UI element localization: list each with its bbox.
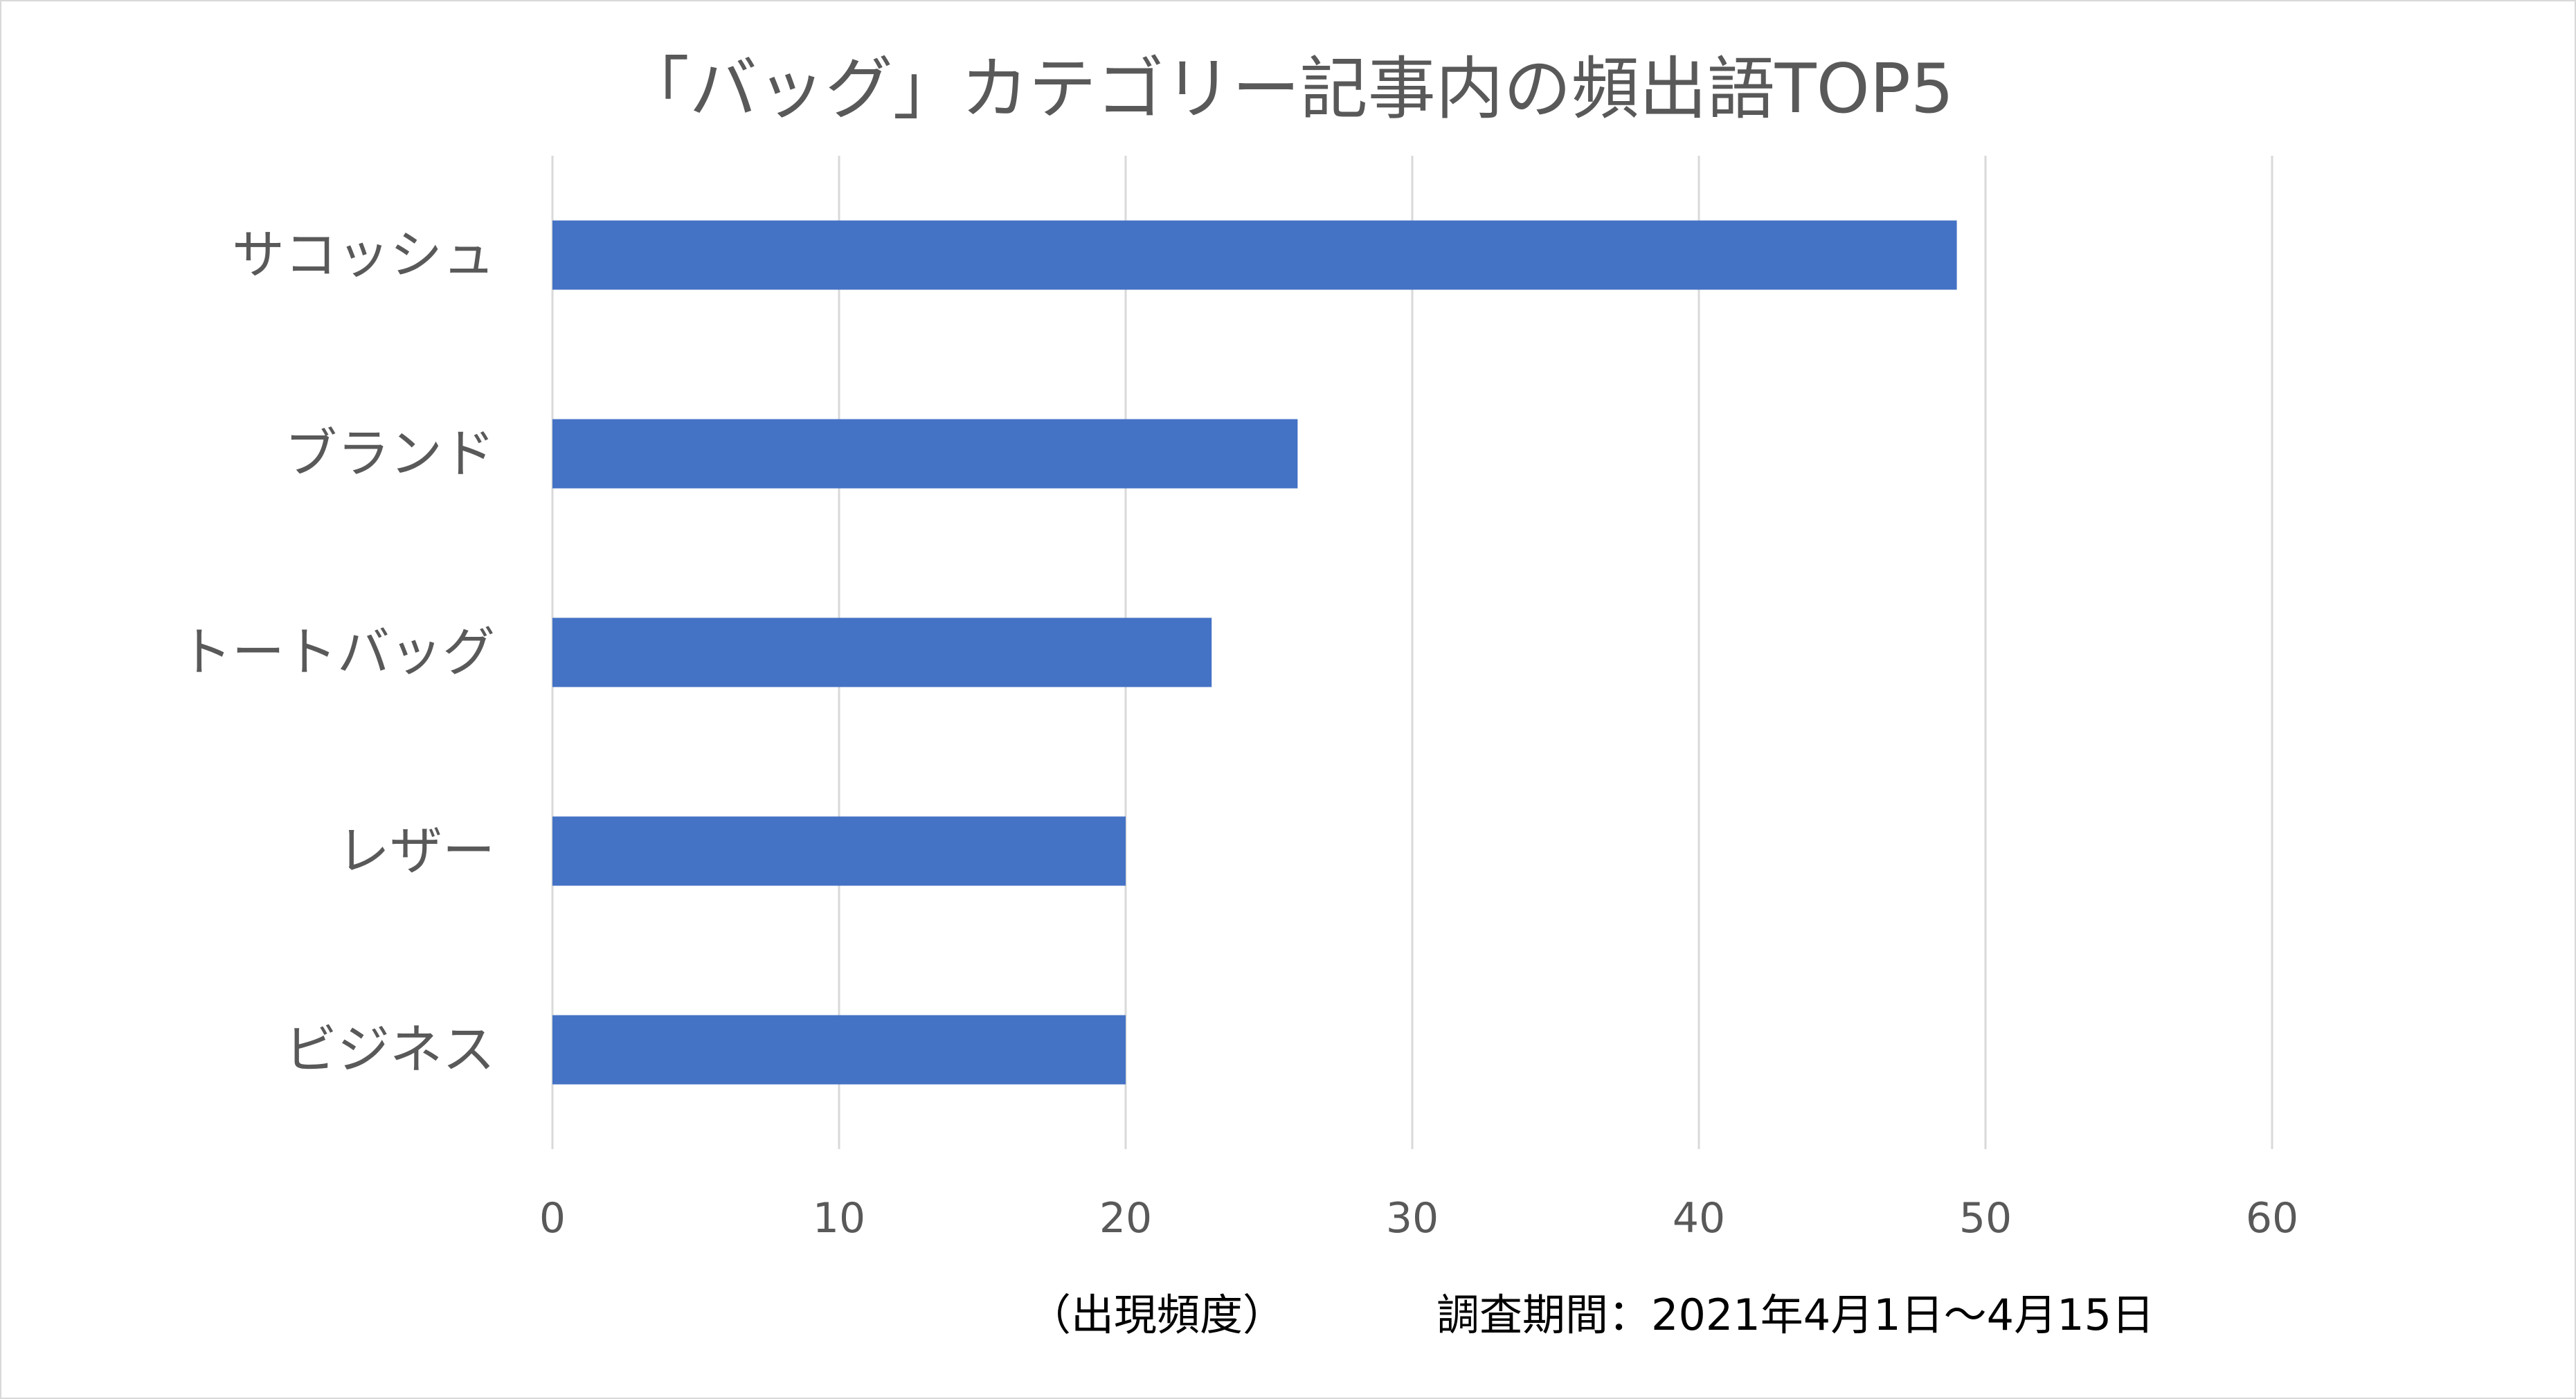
bar bbox=[552, 816, 1126, 886]
bar bbox=[552, 220, 1957, 290]
category-label: トートバッグ bbox=[179, 622, 495, 683]
x-tick-label: 20 bbox=[1099, 1194, 1152, 1243]
x-tick-labels: 0 10 20 30 40 50 60 bbox=[539, 1194, 2298, 1243]
bar bbox=[552, 617, 1212, 687]
x-tick-label: 0 bbox=[539, 1194, 566, 1243]
x-tick-label: 60 bbox=[2246, 1194, 2298, 1243]
bar bbox=[552, 419, 1298, 489]
x-axis-title: （出現頻度） bbox=[1028, 1290, 1286, 1340]
category-label: ブランド bbox=[285, 423, 495, 485]
x-tick-label: 10 bbox=[813, 1194, 865, 1243]
category-label: サコッシュ bbox=[232, 224, 495, 286]
survey-period-note: 調査期間：2021年4月1日〜4月15日 bbox=[1436, 1290, 2154, 1340]
bars bbox=[552, 220, 1957, 1085]
category-label: ビジネス bbox=[285, 1019, 495, 1081]
x-tick-label: 40 bbox=[1673, 1194, 1725, 1243]
category-label: レザー bbox=[337, 820, 495, 882]
x-tick-label: 30 bbox=[1386, 1194, 1439, 1243]
gridlines bbox=[551, 156, 2273, 1149]
x-tick-label: 50 bbox=[1959, 1194, 2012, 1243]
bar bbox=[552, 1015, 1126, 1085]
chart-title: 「バッグ」カテゴリー記事内の頻出語TOP5 bbox=[622, 50, 1954, 129]
